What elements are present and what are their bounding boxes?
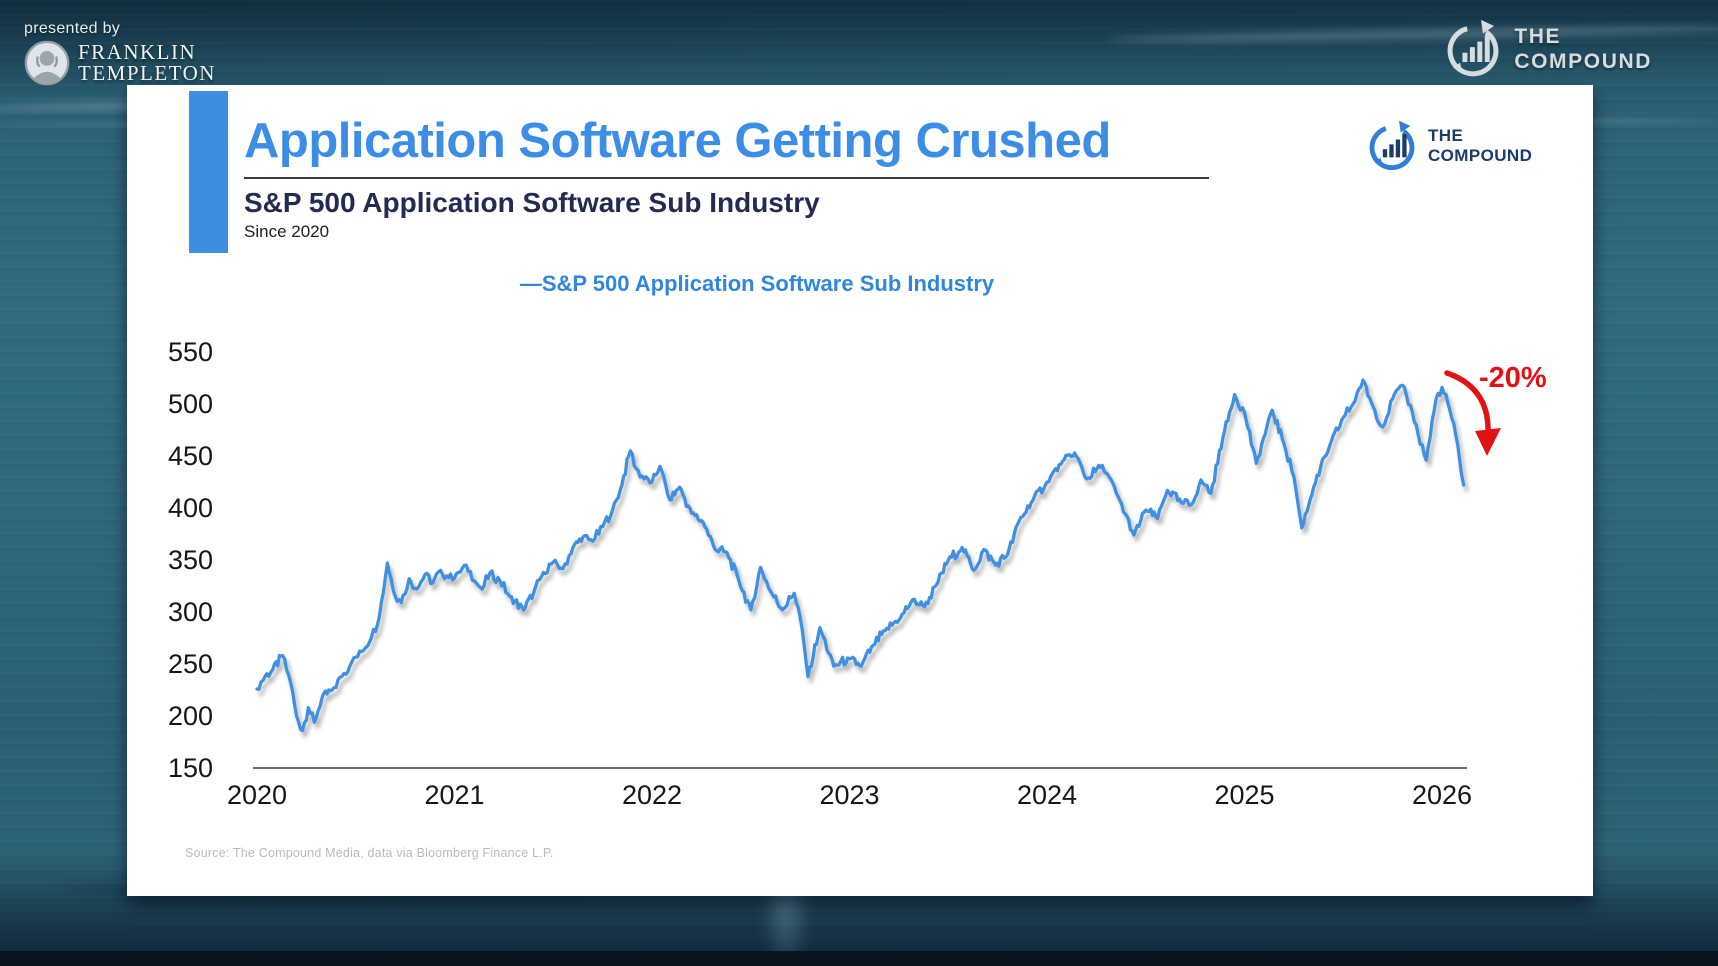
compound-the: THE bbox=[1514, 24, 1562, 48]
page-title: Application Software Getting Crushed bbox=[244, 114, 1111, 168]
svg-text:200: 200 bbox=[168, 701, 213, 731]
svg-text:2024: 2024 bbox=[1017, 780, 1077, 810]
chart-card: Application Software Getting Crushed S&P… bbox=[127, 85, 1593, 896]
svg-text:2025: 2025 bbox=[1214, 780, 1274, 810]
chart-subtitle: S&P 500 Application Software Sub Industr… bbox=[244, 187, 820, 218]
svg-text:2026: 2026 bbox=[1412, 780, 1472, 810]
drop-annotation: -20% bbox=[1479, 362, 1547, 394]
compound-compound: COMPOUND bbox=[1514, 50, 1652, 73]
background-bottom-fade bbox=[0, 888, 1718, 952]
title-accent-bar bbox=[189, 91, 228, 253]
chart-subnote: Since 2020 bbox=[244, 222, 330, 241]
chart-legend: —S&P 500 Application Software Sub Indust… bbox=[127, 271, 1387, 297]
title-divider bbox=[244, 177, 1209, 179]
legend-dash-marker: — bbox=[519, 271, 542, 296]
franklin-templeton-branding: presented by FRANKLIN TEMPLETON bbox=[24, 20, 216, 86]
svg-text:2022: 2022 bbox=[622, 780, 682, 810]
source-note: Source: The Compound Media, data via Blo… bbox=[185, 846, 554, 860]
background-bottom-bar bbox=[0, 951, 1718, 966]
legend-label: S&P 500 Application Software Sub Industr… bbox=[541, 271, 995, 296]
svg-text:2021: 2021 bbox=[424, 780, 484, 810]
svg-text:2020: 2020 bbox=[227, 780, 287, 810]
templeton-line: TEMPLETON bbox=[78, 61, 216, 85]
franklin-line: FRANKLIN bbox=[78, 40, 197, 64]
svg-text:450: 450 bbox=[168, 441, 213, 471]
compound-branding-outer: THE COMPOUND bbox=[1442, 18, 1652, 80]
svg-text:150: 150 bbox=[168, 753, 213, 783]
compound-compound: COMPOUND bbox=[1428, 146, 1533, 165]
compound-branding-card: THE COMPOUND bbox=[1365, 119, 1532, 173]
compound-the: THE bbox=[1428, 125, 1464, 145]
compound-logo-icon bbox=[1365, 119, 1419, 173]
presented-by-label: presented by bbox=[24, 20, 121, 37]
compound-logo-icon bbox=[1442, 18, 1504, 80]
svg-text:250: 250 bbox=[168, 649, 213, 679]
svg-text:500: 500 bbox=[168, 389, 213, 419]
franklin-portrait-icon bbox=[24, 40, 70, 86]
svg-text:350: 350 bbox=[168, 545, 213, 575]
svg-text:400: 400 bbox=[168, 493, 213, 523]
svg-text:2023: 2023 bbox=[819, 780, 879, 810]
compound-wordmark-outer: THE COMPOUND bbox=[1514, 24, 1652, 74]
compound-wordmark-card: THE COMPOUND bbox=[1428, 126, 1532, 166]
svg-text:550: 550 bbox=[168, 337, 213, 367]
franklin-templeton-wordmark: FRANKLIN TEMPLETON bbox=[78, 42, 216, 84]
line-chart: 550 500 450 400 350 300 250 200 150 2020 2021 2022 2… bbox=[168, 337, 1547, 810]
svg-text:300: 300 bbox=[168, 597, 213, 627]
